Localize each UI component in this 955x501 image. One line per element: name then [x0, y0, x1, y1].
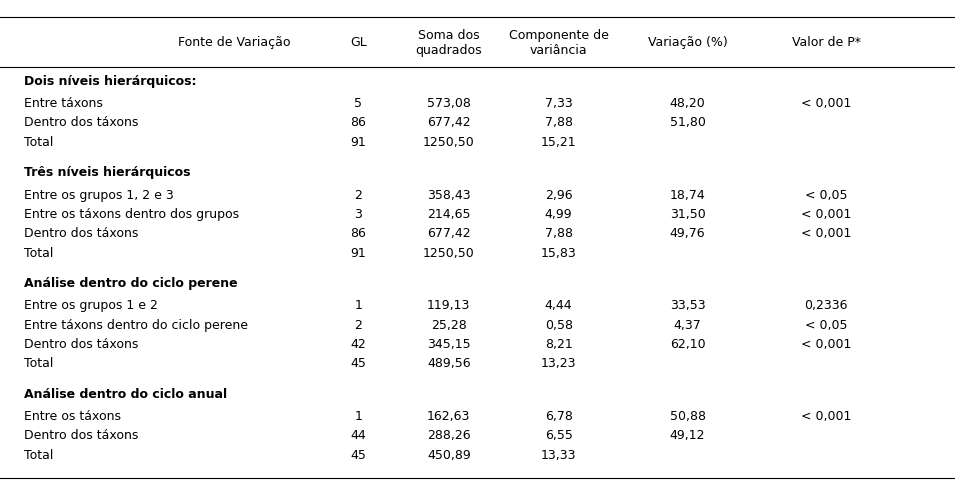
Text: Total: Total — [24, 448, 53, 460]
Text: 7,88: 7,88 — [544, 227, 573, 239]
Text: 8,21: 8,21 — [544, 337, 573, 350]
Text: 2,96: 2,96 — [545, 188, 572, 201]
Text: 677,42: 677,42 — [427, 116, 471, 129]
Text: 6,55: 6,55 — [544, 428, 573, 441]
Text: Dentro dos táxons: Dentro dos táxons — [24, 227, 138, 239]
Text: 4,37: 4,37 — [673, 318, 702, 331]
Text: 1250,50: 1250,50 — [423, 246, 475, 259]
Text: 119,13: 119,13 — [427, 299, 471, 312]
Text: 2: 2 — [354, 188, 362, 201]
Text: 15,21: 15,21 — [541, 136, 577, 148]
Text: 31,50: 31,50 — [669, 207, 706, 220]
Text: < 0,05: < 0,05 — [805, 188, 847, 201]
Text: 13,33: 13,33 — [541, 448, 577, 460]
Text: Entre táxons dentro do ciclo perene: Entre táxons dentro do ciclo perene — [24, 318, 248, 331]
Text: 49,76: 49,76 — [669, 227, 706, 239]
Text: 49,12: 49,12 — [669, 428, 706, 441]
Text: 15,83: 15,83 — [541, 246, 577, 259]
Text: 45: 45 — [350, 448, 366, 460]
Text: Entre os táxons: Entre os táxons — [24, 409, 121, 422]
Text: 1250,50: 1250,50 — [423, 136, 475, 148]
Text: 33,53: 33,53 — [669, 299, 706, 312]
Text: 62,10: 62,10 — [669, 337, 706, 350]
Text: 162,63: 162,63 — [427, 409, 471, 422]
Text: 288,26: 288,26 — [427, 428, 471, 441]
Text: 91: 91 — [350, 246, 366, 259]
Text: Entre os grupos 1 e 2: Entre os grupos 1 e 2 — [24, 299, 158, 312]
Text: 677,42: 677,42 — [427, 227, 471, 239]
Text: 4,99: 4,99 — [545, 207, 572, 220]
Text: Entre os táxons dentro dos grupos: Entre os táxons dentro dos grupos — [24, 207, 239, 220]
Text: 7,88: 7,88 — [544, 116, 573, 129]
Text: 3: 3 — [354, 207, 362, 220]
Text: < 0,001: < 0,001 — [801, 227, 851, 239]
Text: Valor de P*: Valor de P* — [792, 36, 860, 49]
Text: Soma dos
quadrados: Soma dos quadrados — [415, 29, 482, 57]
Text: 25,28: 25,28 — [431, 318, 467, 331]
Text: 45: 45 — [350, 357, 366, 369]
Text: 7,33: 7,33 — [544, 97, 573, 110]
Text: 450,89: 450,89 — [427, 448, 471, 460]
Text: 91: 91 — [350, 136, 366, 148]
Text: Total: Total — [24, 357, 53, 369]
Text: 573,08: 573,08 — [427, 97, 471, 110]
Text: 0,2336: 0,2336 — [804, 299, 848, 312]
Text: 345,15: 345,15 — [427, 337, 471, 350]
Text: 86: 86 — [350, 116, 366, 129]
Text: 4,44: 4,44 — [545, 299, 572, 312]
Text: 489,56: 489,56 — [427, 357, 471, 369]
Text: Variação (%): Variação (%) — [647, 36, 728, 49]
Text: < 0,05: < 0,05 — [805, 318, 847, 331]
Text: Dentro dos táxons: Dentro dos táxons — [24, 116, 138, 129]
Text: Três níveis hierárquicos: Três níveis hierárquicos — [24, 166, 190, 179]
Text: < 0,001: < 0,001 — [801, 337, 851, 350]
Text: Fonte de Variação: Fonte de Variação — [178, 36, 290, 49]
Text: 86: 86 — [350, 227, 366, 239]
Text: < 0,001: < 0,001 — [801, 97, 851, 110]
Text: < 0,001: < 0,001 — [801, 207, 851, 220]
Text: 48,20: 48,20 — [669, 97, 706, 110]
Text: Análise dentro do ciclo perene: Análise dentro do ciclo perene — [24, 277, 238, 289]
Text: 214,65: 214,65 — [427, 207, 471, 220]
Text: Análise dentro do ciclo anual: Análise dentro do ciclo anual — [24, 387, 227, 400]
Text: 42: 42 — [350, 337, 366, 350]
Text: 6,78: 6,78 — [544, 409, 573, 422]
Text: < 0,001: < 0,001 — [801, 409, 851, 422]
Text: Dentro dos táxons: Dentro dos táxons — [24, 428, 138, 441]
Text: 5: 5 — [354, 97, 362, 110]
Text: 2: 2 — [354, 318, 362, 331]
Text: Entre os grupos 1, 2 e 3: Entre os grupos 1, 2 e 3 — [24, 188, 174, 201]
Text: 44: 44 — [350, 428, 366, 441]
Text: 1: 1 — [354, 409, 362, 422]
Text: Dentro dos táxons: Dentro dos táxons — [24, 337, 138, 350]
Text: 358,43: 358,43 — [427, 188, 471, 201]
Text: 51,80: 51,80 — [669, 116, 706, 129]
Text: 18,74: 18,74 — [669, 188, 706, 201]
Text: Entre táxons: Entre táxons — [24, 97, 103, 110]
Text: GL: GL — [350, 36, 367, 49]
Text: Total: Total — [24, 136, 53, 148]
Text: Componente de
variância: Componente de variância — [509, 29, 608, 57]
Text: 0,58: 0,58 — [544, 318, 573, 331]
Text: 1: 1 — [354, 299, 362, 312]
Text: Total: Total — [24, 246, 53, 259]
Text: 13,23: 13,23 — [541, 357, 577, 369]
Text: Dois níveis hierárquicos:: Dois níveis hierárquicos: — [24, 75, 197, 88]
Text: 50,88: 50,88 — [669, 409, 706, 422]
